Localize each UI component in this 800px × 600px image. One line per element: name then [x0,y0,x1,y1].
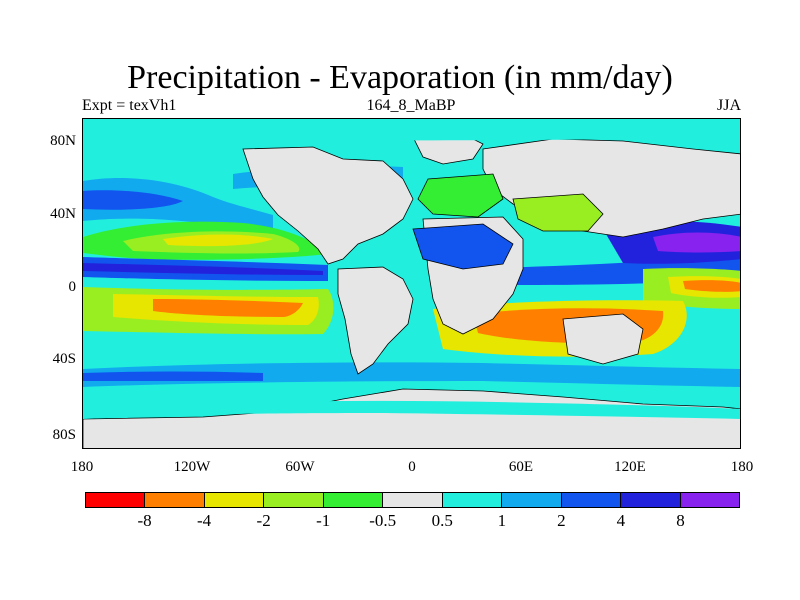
colorbar-swatch [561,493,622,507]
pacific-itcz-core [83,263,323,275]
lon-tick: 60W [285,459,315,475]
lat-tick: 40N [50,206,76,222]
north-pacific-wet-band [83,177,273,231]
colorbar-label: -2 [256,511,271,530]
colorbar-label: 1 [497,511,507,530]
south-asia-dry-patch [512,193,604,232]
colorbar-swatch [323,493,384,507]
colorbar-swatch [383,493,443,507]
colorbar-label: -4 [196,511,212,530]
lon-tick: 60E [508,459,534,475]
east-pacific-dry-inner [683,280,740,292]
precip-evap-map [83,119,740,448]
colorbar-label: 2 [557,511,566,530]
experiment-label: Expt = texVh1 [82,97,177,114]
colorbar-label: -8 [137,511,152,530]
season-label: JJA [716,97,741,114]
australia [562,313,644,365]
north-pacific-dry-inner [163,234,273,247]
north-america [242,146,414,265]
north-pacific-core [83,190,183,210]
colorbar-swatch [204,493,265,507]
colorbar-label: 8 [676,511,685,530]
lat-tick: 80S [52,427,76,443]
colorbar-swatch [680,493,739,507]
colorbar-label: -0.5 [369,511,397,530]
south-america [337,266,414,375]
colorbar-swatch [502,493,562,507]
period-label: 164_8_MaBP [366,97,456,114]
colorbar-label: 0.5 [431,511,453,530]
southern-cyan-band [83,400,740,419]
colorbar-swatch [442,493,503,507]
lon-tick: 120E [614,459,646,475]
arctic-fringe [83,119,740,141]
colorbar-swatch [621,493,681,507]
lon-tick: 180 [730,459,754,475]
lon-tick: 120W [173,459,211,475]
lat-tick: 80N [50,133,76,149]
colorbar-label: 4 [616,511,626,530]
west-pacific-core [653,232,740,253]
europe-dry-patch [417,173,504,218]
map-plot-area [82,118,741,449]
lon-tick: 180 [70,459,94,475]
map-title: Precipitation - Evaporation (in mm/day) [127,59,673,96]
lat-tick: 0 [68,279,77,295]
colorbar-swatch [86,493,146,507]
lon-tick: 0 [408,459,416,475]
colorbar-label: -1 [316,511,331,530]
colorbar-swatch [264,493,324,507]
colorbar [85,492,740,508]
lat-tick: 40S [52,351,76,367]
africa-wet-region [412,223,514,270]
southern-ocean-band-2 [83,371,263,381]
south-pacific-dry-inner [153,299,303,317]
colorbar-swatch [145,493,205,507]
